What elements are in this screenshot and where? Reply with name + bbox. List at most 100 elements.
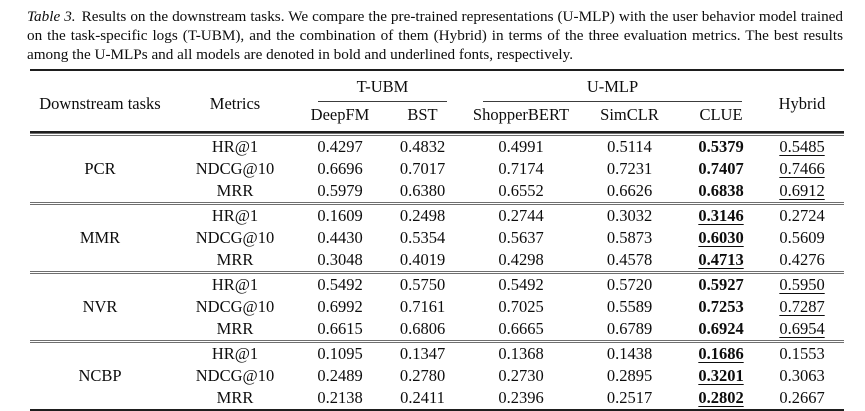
- metric-cell: HR@1: [170, 340, 300, 365]
- value-cell-clue: 0.7253: [698, 297, 744, 316]
- metric-cell: MRR: [216, 388, 254, 407]
- value-cell-simclr: 0.6626: [606, 181, 653, 200]
- value-cell-clue: 0.6030: [698, 228, 744, 247]
- value-cell-simclr: 0.5114: [577, 133, 682, 158]
- value-cell-bst: 0.6380: [399, 181, 446, 200]
- value-cell-hybrid: 0.4276: [779, 250, 825, 269]
- caption-text: Results on the downstream tasks. We comp…: [27, 8, 844, 63]
- table-row: NCBP HR@1 0.1095 0.1347 0.1368 0.1438 0.…: [30, 340, 845, 385]
- value-cell-deepfm: 0.4297: [300, 133, 380, 158]
- task-cell-ncbp: NCBP: [30, 340, 170, 409]
- value-cell-bst: 0.6806: [399, 319, 446, 338]
- value-cell-simclr: 0.1438: [577, 340, 682, 365]
- table-row: NDCG@10 0.4430 0.5354 0.5637 0.5873 0.60…: [30, 227, 844, 249]
- table-row: NDCG@10 0.6992 0.7161 0.7025 0.5589 0.72…: [30, 296, 844, 318]
- value-cell-bst: 0.4832: [380, 133, 465, 158]
- metric-cell: MRR: [216, 181, 254, 200]
- value-cell-clue: 0.5379: [682, 133, 761, 158]
- value-cell-deepfm: 0.1095: [300, 340, 380, 365]
- value-cell-clue: 0.1686: [682, 340, 761, 365]
- value-cell-shopperbert: 0.5492: [465, 271, 577, 296]
- value-cell-shopperbert: 0.7025: [498, 297, 544, 316]
- value-cell-clue: 0.6838: [698, 181, 744, 200]
- value-cell-clue: 0.3201: [698, 366, 744, 385]
- metric-cell: HR@1: [170, 271, 300, 296]
- header-row-groups: Downstream tasks Metrics T-UBM U-MLP Hyb…: [30, 71, 845, 133]
- value-cell-simclr: 0.5720: [577, 271, 682, 296]
- value-cell-deepfm: 0.2489: [317, 366, 363, 385]
- table-row: MRR 0.3048 0.4019 0.4298 0.4578 0.4713 0…: [30, 249, 844, 271]
- group-header-umlp: U-MLP: [465, 71, 760, 102]
- table-row: NDCG@10 0.2489 0.2780 0.2730 0.2895 0.32…: [30, 365, 844, 387]
- value-cell-simclr: 0.4578: [606, 250, 653, 269]
- value-cell-simclr: 0.7231: [606, 159, 653, 178]
- table-row: PCR HR@1 0.4297 0.4832 0.4991 0.5114 0.5…: [30, 133, 845, 178]
- metric-cell: NDCG@10: [195, 228, 275, 247]
- value-cell-clue: 0.6924: [698, 319, 744, 338]
- value-cell-shopperbert: 0.1368: [465, 340, 577, 365]
- task-cell-pcr: PCR: [30, 133, 170, 202]
- metric-cell: NDCG@10: [195, 159, 275, 178]
- value-cell-hybrid: 0.5950: [760, 271, 845, 296]
- table-row: MRR 0.5979 0.6380 0.6552 0.6626 0.6838 0…: [30, 180, 844, 202]
- value-cell-bst: 0.2498: [380, 202, 465, 227]
- value-cell-bst: 0.4019: [399, 250, 446, 269]
- value-cell-shopperbert: 0.2744: [465, 202, 577, 227]
- value-cell-hybrid: 0.1553: [760, 340, 845, 365]
- value-cell-deepfm: 0.1609: [300, 202, 380, 227]
- task-cell-mmr: MMR: [30, 202, 170, 271]
- value-cell-simclr: 0.3032: [577, 202, 682, 227]
- value-cell-hybrid: 0.6912: [779, 181, 825, 200]
- value-cell-deepfm: 0.2138: [317, 388, 363, 407]
- value-cell-simclr: 0.5589: [606, 297, 653, 316]
- value-cell-shopperbert: 0.2730: [498, 366, 544, 385]
- value-cell-deepfm: 0.6992: [317, 297, 363, 316]
- value-cell-simclr: 0.5873: [606, 228, 653, 247]
- value-cell-deepfm: 0.6696: [317, 159, 363, 178]
- value-cell-clue: 0.4713: [698, 250, 744, 269]
- col-header-deepfm: DeepFM: [300, 102, 380, 133]
- task-cell-nvr: NVR: [30, 271, 170, 340]
- value-cell-bst: 0.5354: [399, 228, 446, 247]
- value-cell-clue: 0.7407: [698, 159, 744, 178]
- value-cell-shopperbert: 0.2396: [498, 388, 544, 407]
- value-cell-hybrid: 0.2667: [779, 388, 825, 407]
- value-cell-clue: 0.2802: [698, 388, 744, 407]
- metric-cell: NDCG@10: [195, 297, 275, 316]
- value-cell-hybrid: 0.6954: [779, 319, 825, 338]
- value-cell-bst: 0.2780: [399, 366, 446, 385]
- col-header-bst: BST: [380, 102, 465, 133]
- value-cell-simclr: 0.6789: [606, 319, 653, 338]
- value-cell-bst: 0.5750: [380, 271, 465, 296]
- group-header-tubm: T-UBM: [300, 71, 465, 102]
- value-cell-deepfm: 0.4430: [317, 228, 363, 247]
- table-row: MMR HR@1 0.1609 0.2498 0.2744 0.3032 0.3…: [30, 202, 845, 247]
- table-caption: Table 3. Results on the downstream tasks.…: [27, 7, 843, 64]
- group-label-tubm: T-UBM: [318, 77, 447, 102]
- value-cell-hybrid: 0.3063: [779, 366, 825, 385]
- table-row: NVR HR@1 0.5492 0.5750 0.5492 0.5720 0.5…: [30, 271, 845, 316]
- value-cell-hybrid: 0.7466: [779, 159, 825, 178]
- value-cell-deepfm: 0.3048: [317, 250, 363, 269]
- value-cell-shopperbert: 0.6552: [498, 181, 544, 200]
- value-cell-hybrid: 0.7287: [779, 297, 825, 316]
- value-cell-deepfm: 0.5979: [317, 181, 363, 200]
- value-cell-shopperbert: 0.4298: [498, 250, 544, 269]
- value-cell-shopperbert: 0.5637: [498, 228, 544, 247]
- group-label-umlp: U-MLP: [483, 77, 743, 102]
- col-header-clue: CLUE: [682, 102, 761, 133]
- metric-cell: NDCG@10: [195, 366, 275, 385]
- value-cell-shopperbert: 0.4991: [465, 133, 577, 158]
- metric-cell: MRR: [216, 319, 254, 338]
- header-row-models: DeepFM BST ShopperBERT SimCLR CLUE: [30, 102, 844, 133]
- value-cell-deepfm: 0.6615: [317, 319, 363, 338]
- value-cell-clue: 0.3146: [682, 202, 761, 227]
- metric-cell: MRR: [216, 250, 254, 269]
- table-row: MRR 0.6615 0.6806 0.6665 0.6789 0.6924 0…: [30, 318, 844, 340]
- value-cell-bst: 0.2411: [400, 388, 445, 407]
- col-header-shopperbert: ShopperBERT: [465, 102, 577, 133]
- table-row: NDCG@10 0.6696 0.7017 0.7174 0.7231 0.74…: [30, 158, 844, 180]
- value-cell-shopperbert: 0.6665: [498, 319, 544, 338]
- metric-cell: HR@1: [170, 133, 300, 158]
